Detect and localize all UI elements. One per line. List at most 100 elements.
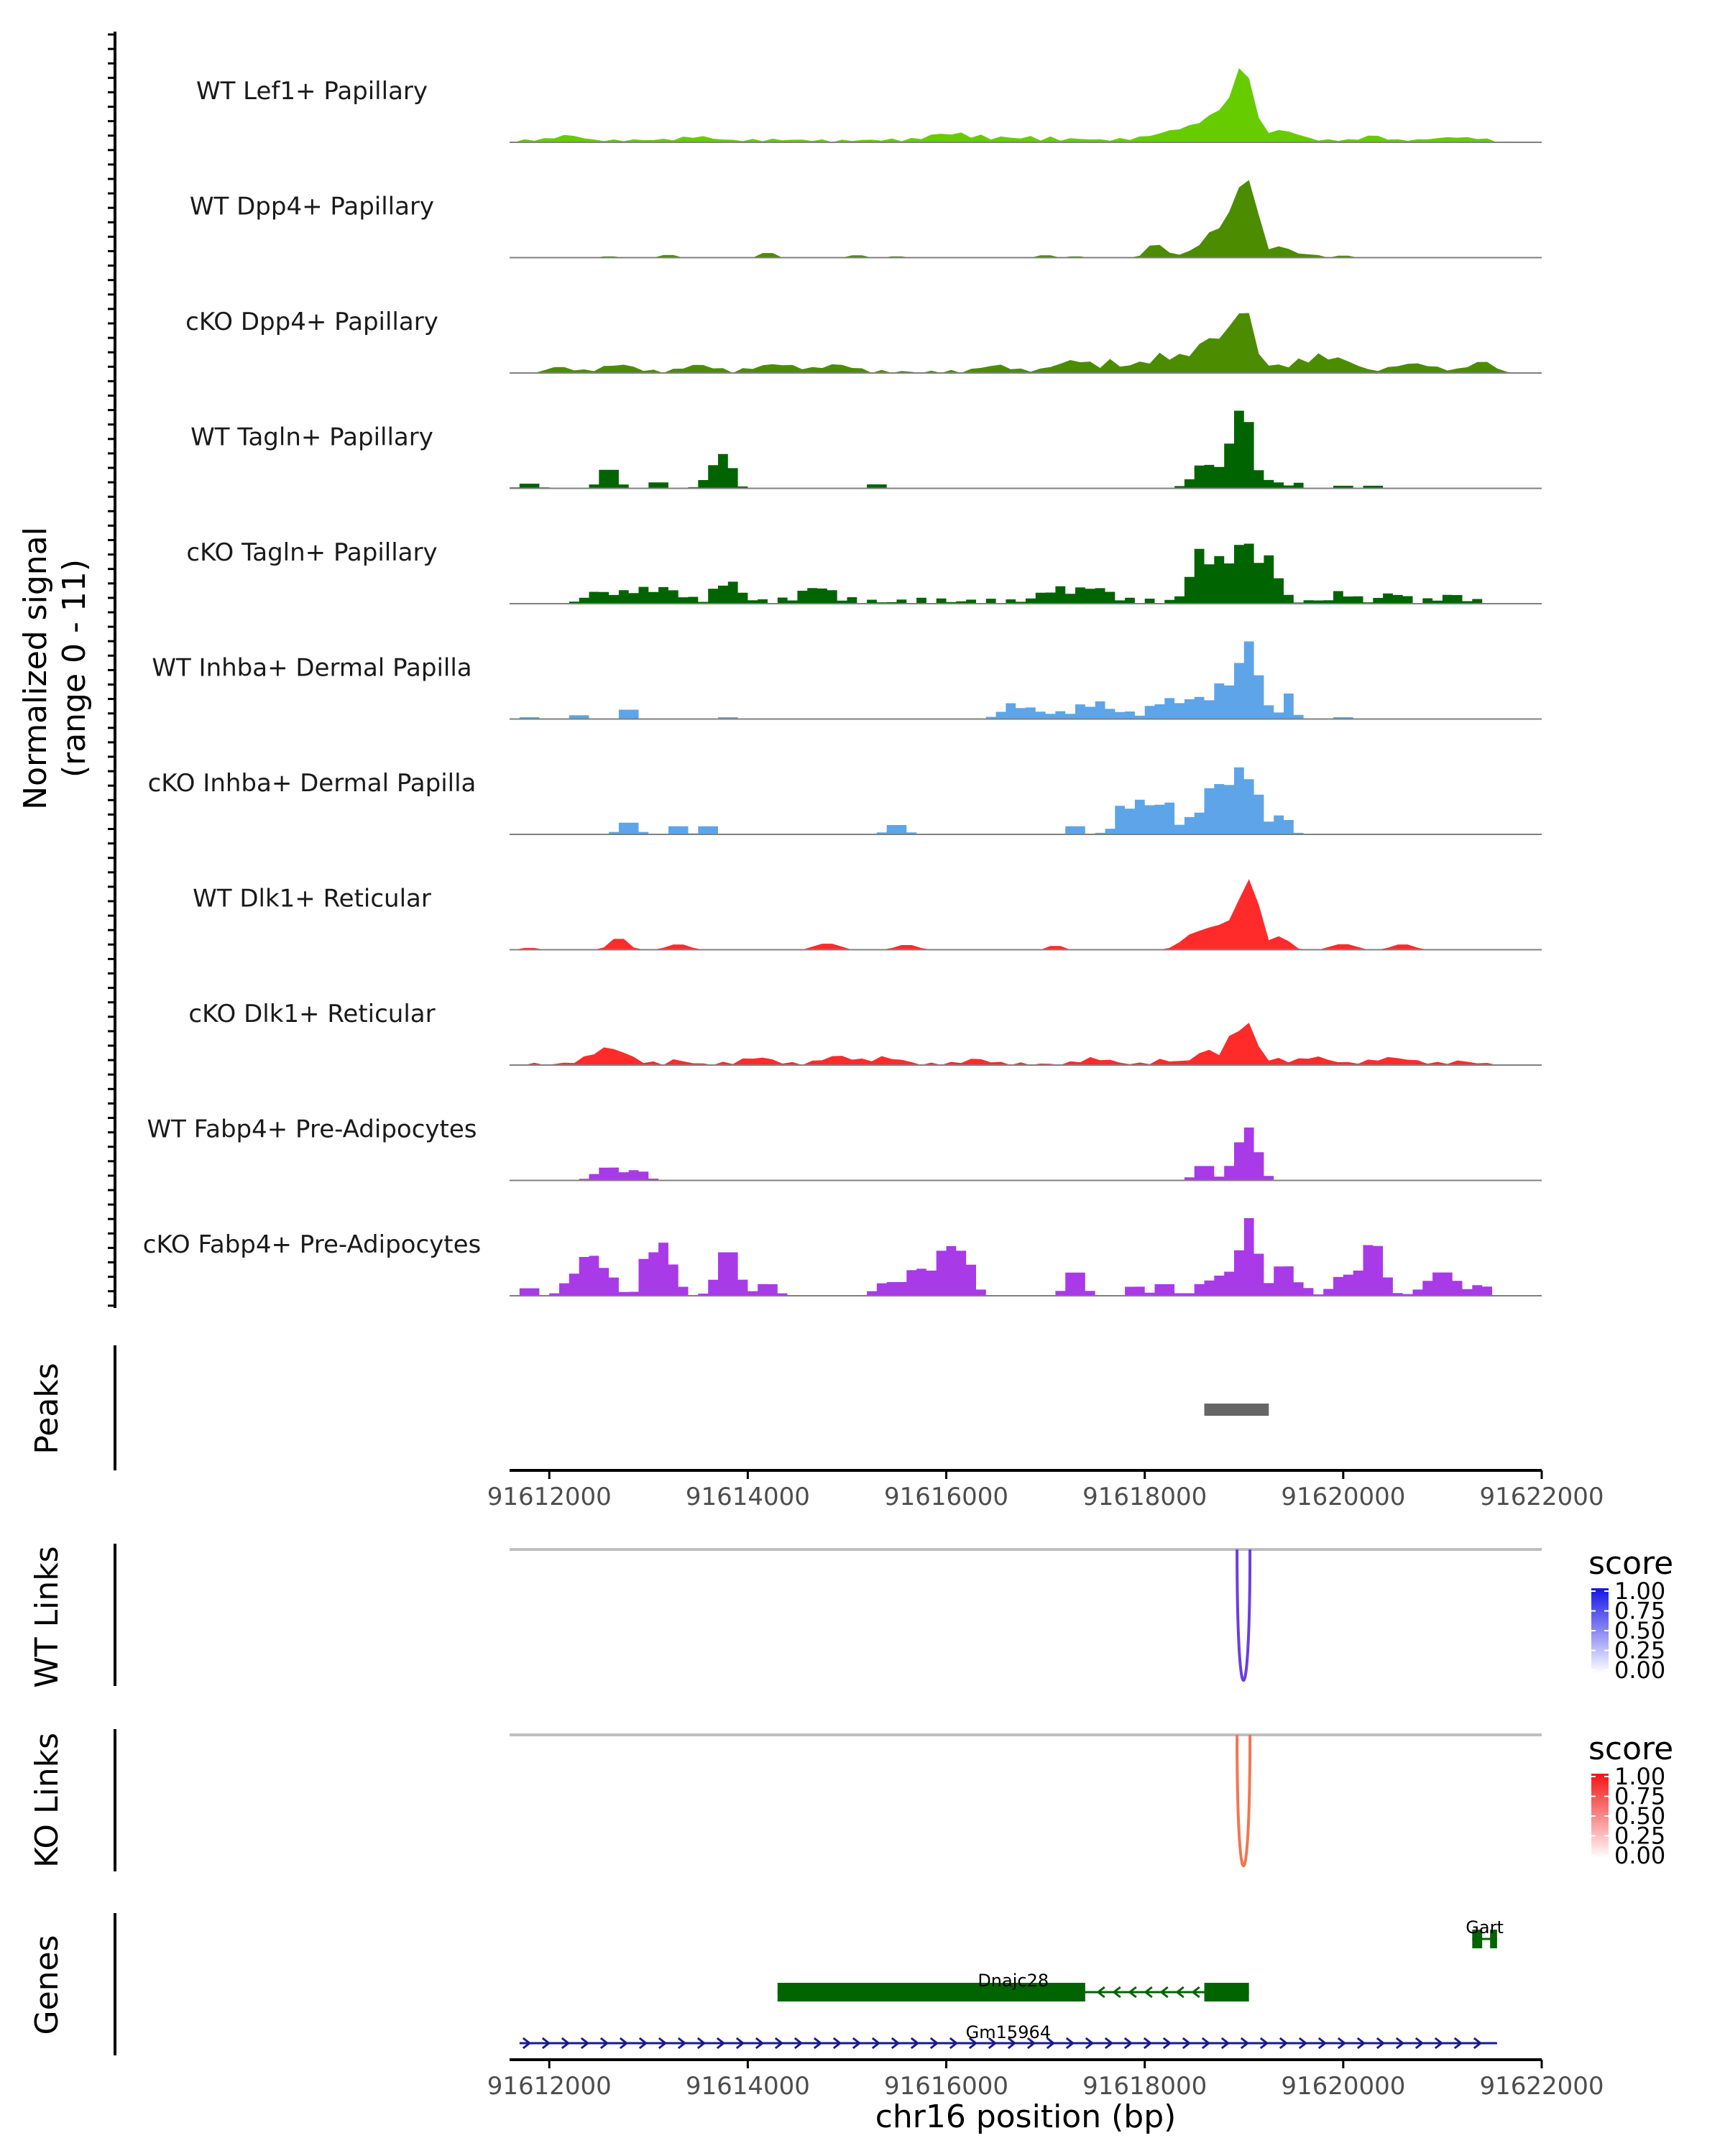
strand-chevron bbox=[1143, 2037, 1153, 2050]
coverage-track-11: cKO Fabp4+ Pre-Adipocytes bbox=[143, 1218, 1542, 1296]
gene-exon bbox=[777, 1983, 1085, 2001]
strand-chevron bbox=[774, 2037, 784, 2050]
coverage-area bbox=[510, 1218, 1542, 1296]
coverage-track-label: cKO Fabp4+ Pre-Adipocytes bbox=[143, 1230, 482, 1259]
gene-models: Gart Dnajc28 Gm15964 bbox=[519, 1917, 1504, 2050]
coverage-area bbox=[510, 410, 1542, 489]
gene-exon bbox=[1204, 1983, 1249, 2001]
x-tick-label: 91618000 bbox=[1082, 1483, 1207, 1511]
coverage-area bbox=[510, 879, 1542, 950]
strand-chevron bbox=[1007, 2037, 1017, 2050]
gene-model: Gart bbox=[1466, 1917, 1504, 1948]
strand-chevron bbox=[1279, 2037, 1289, 2050]
coverage-track-label: WT Fabp4+ Pre-Adipocytes bbox=[147, 1115, 477, 1144]
gene-model: Gm15964 bbox=[519, 2022, 1497, 2050]
coverage-track-label: WT Tagln+ Papillary bbox=[190, 423, 433, 452]
strand-chevron bbox=[677, 2037, 687, 2050]
strand-chevron bbox=[1298, 2037, 1308, 2050]
gene-label: Gm15964 bbox=[966, 2022, 1051, 2042]
strand-chevron bbox=[949, 2037, 959, 2050]
strand-chevron bbox=[968, 2037, 978, 2050]
strand-chevron bbox=[1317, 2037, 1328, 2050]
peaks-track-title: Peaks bbox=[29, 1363, 65, 1454]
coverage-track-9: cKO Dlk1+ Reticular bbox=[188, 1000, 1542, 1066]
coverage-area bbox=[510, 1127, 1542, 1181]
strand-chevron bbox=[1434, 2037, 1444, 2050]
strand-chevron bbox=[580, 2037, 590, 2050]
strand-chevron bbox=[1123, 2037, 1133, 2050]
wt-links-track-title: WT Links bbox=[29, 1546, 65, 1687]
genes-track-title: Genes bbox=[29, 1935, 65, 2035]
coverage-track-10: WT Fabp4+ Pre-Adipocytes bbox=[147, 1115, 1542, 1181]
coverage-track-4: WT Tagln+ Papillary bbox=[190, 410, 1542, 489]
coverage-track-label: cKO Dpp4+ Papillary bbox=[185, 308, 438, 336]
strand-chevron bbox=[716, 2037, 726, 2050]
strand-chevron bbox=[852, 2037, 862, 2050]
legend-tick-label: 0.50 bbox=[1614, 1802, 1665, 1830]
x-tick-label: 91614000 bbox=[686, 2072, 810, 2101]
strand-chevron bbox=[1026, 2037, 1036, 2050]
coverage-track-label: WT Inhba+ Dermal Papilla bbox=[152, 654, 472, 683]
strand-chevron bbox=[813, 2037, 823, 2050]
x-tick-label: 91612000 bbox=[487, 2072, 612, 2101]
gene-label: Gart bbox=[1466, 1917, 1504, 1938]
strand-chevron bbox=[1112, 1986, 1121, 1999]
legend-tick-label: 0.25 bbox=[1614, 1637, 1665, 1664]
strand-chevron bbox=[1240, 2037, 1250, 2050]
coverage-track-8: WT Dlk1+ Reticular bbox=[193, 879, 1542, 951]
peaks-panel: Peaks 91612000 91614000 91616000 91618000 91… bbox=[29, 1345, 1604, 1511]
strand-chevron bbox=[871, 2037, 881, 2050]
strand-chevron bbox=[541, 2037, 551, 2050]
coverage-track-3: cKO Dpp4+ Papillary bbox=[185, 308, 1542, 374]
strand-chevron bbox=[755, 2037, 765, 2050]
x-tick-label: 91618000 bbox=[1082, 2072, 1207, 2101]
coverage-track-label: cKO Inhba+ Dermal Papilla bbox=[148, 769, 477, 798]
strand-chevron bbox=[1473, 2037, 1483, 2050]
strand-chevron bbox=[1356, 2037, 1366, 2050]
strand-chevron bbox=[1376, 2037, 1386, 2050]
x-tick-label: 91614000 bbox=[686, 1483, 810, 1511]
bottom-x-axis-ticks: 91612000 91614000 91616000 91618000 91620000… bbox=[487, 2060, 1604, 2101]
strand-chevron bbox=[696, 2037, 707, 2050]
x-tick-label: 91620000 bbox=[1281, 2072, 1405, 2101]
strand-chevron bbox=[561, 2037, 571, 2050]
peak-intervals bbox=[1204, 1404, 1269, 1416]
coverage-area bbox=[510, 1023, 1542, 1065]
strand-chevron bbox=[1046, 2037, 1056, 2050]
coverage-track-2: WT Dpp4+ Papillary bbox=[190, 180, 1542, 259]
strand-chevron bbox=[1096, 1986, 1105, 1999]
strand-chevron bbox=[1128, 1986, 1137, 1999]
coverage-track-label: cKO Dlk1+ Reticular bbox=[188, 1000, 435, 1028]
x-tick-label: 91622000 bbox=[1479, 1483, 1604, 1511]
strand-chevron bbox=[1191, 1986, 1200, 1999]
link-arc bbox=[1236, 1734, 1252, 1867]
strand-chevron bbox=[988, 2037, 998, 2050]
gene-exon bbox=[1472, 1930, 1483, 1948]
coverage-panel: Normalized signal (range 0 - 11) WT Lef1… bbox=[17, 32, 1542, 1308]
coverage-area bbox=[510, 313, 1542, 373]
strand-chevron bbox=[1175, 1986, 1184, 1999]
legend-tick-label: 0.25 bbox=[1614, 1823, 1665, 1850]
peak-interval bbox=[1204, 1404, 1269, 1416]
strand-chevron bbox=[1065, 2037, 1075, 2050]
legend-tick-label: 0.00 bbox=[1614, 1842, 1665, 1869]
legend-tick-label: 0.75 bbox=[1614, 1598, 1665, 1625]
strand-chevron bbox=[1162, 2037, 1172, 2050]
coverage-y-axis-ticks bbox=[108, 33, 115, 1307]
coverage-area bbox=[510, 641, 1542, 719]
strand-chevron bbox=[1104, 2037, 1114, 2050]
coverage-track-label: WT Lef1+ Papillary bbox=[196, 77, 428, 106]
link-arc bbox=[1236, 1549, 1252, 1682]
strand-chevron bbox=[522, 2037, 532, 2050]
strand-chevron bbox=[735, 2037, 745, 2050]
gene-exon bbox=[1490, 1930, 1497, 1948]
coverage-y-axis-title-line-2: (range 0 - 11) bbox=[56, 559, 93, 778]
strand-chevron bbox=[891, 2037, 901, 2050]
legend-tick-label: 0.50 bbox=[1614, 1617, 1665, 1644]
strand-chevron bbox=[1453, 2037, 1463, 2050]
genes-panel: Genes Gart Dnajc28 Gm15964 91612000 9161400… bbox=[29, 1913, 1604, 2135]
coverage-track-label: WT Dpp4+ Papillary bbox=[190, 193, 434, 221]
